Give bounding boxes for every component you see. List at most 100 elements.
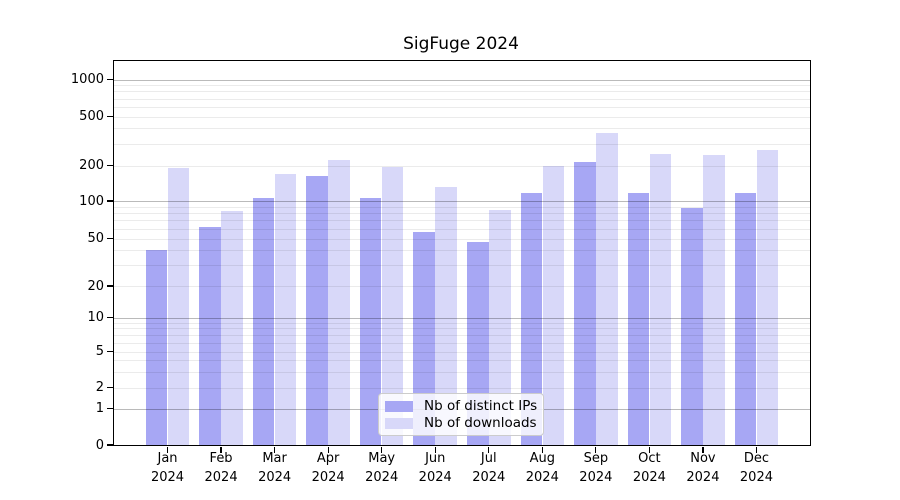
x-axis-tick	[434, 446, 436, 453]
x-axis-tick-label: Sep 2024	[579, 451, 613, 485]
bar-downloads-oct	[649, 153, 672, 445]
x-axis-tick	[702, 446, 704, 453]
gridline-minor	[114, 286, 810, 287]
legend: Nb of distinct IPs Nb of downloads	[378, 393, 544, 436]
gridline-minor	[114, 371, 810, 373]
x-axis-tick-label: Dec 2024	[739, 451, 773, 485]
gridline-minor	[114, 128, 810, 130]
legend-item-distinct-ips: Nb of distinct IPs	[385, 398, 537, 414]
bar-downloads-dec	[756, 150, 779, 445]
bar-downloads-may	[381, 167, 404, 445]
x-axis-tick-label: Apr 2024	[311, 451, 345, 485]
y-axis-tick	[106, 115, 113, 118]
gridline-minor	[114, 238, 810, 240]
gridline-minor	[114, 228, 810, 230]
y-axis-tick	[106, 350, 113, 353]
x-axis-tick	[274, 446, 276, 453]
gridline-major	[114, 79, 810, 81]
y-axis-tick-label: 100	[79, 193, 104, 209]
x-axis-tick-label: Jan 2024	[150, 451, 185, 485]
y-axis-tick	[106, 164, 113, 167]
x-axis-tick	[166, 446, 169, 453]
gridline-minor	[114, 322, 810, 324]
bar-distinct-ips-sep	[574, 162, 596, 445]
x-axis-tick-label: Feb 2024	[204, 451, 238, 485]
gridline-major	[114, 317, 810, 319]
y-axis-tick	[106, 444, 113, 446]
gridline-major	[114, 201, 810, 202]
bar-downloads-sep	[596, 132, 618, 445]
y-axis-tick	[106, 407, 113, 410]
gridline-minor	[114, 351, 810, 353]
bar-downloads-feb	[221, 211, 243, 445]
x-axis-tick-label: Nov 2024	[686, 451, 720, 485]
x-axis-tick	[327, 446, 329, 453]
x-axis-tick	[220, 446, 222, 453]
y-axis-tick-label: 5	[95, 344, 104, 359]
gridline-minor	[114, 264, 810, 266]
bar-distinct-ips-dec	[734, 192, 757, 445]
y-axis-tick-label: 500	[79, 109, 104, 124]
bar-distinct-ips-nov	[681, 207, 703, 445]
y-axis-tick-label: 2	[95, 380, 104, 395]
y-axis-tick-label: 20	[87, 278, 104, 294]
x-axis-tick-label: Mar 2024	[258, 451, 292, 485]
gridline-minor	[114, 106, 810, 108]
gridline-minor	[114, 220, 810, 222]
x-axis-tick-label: Oct 2024	[632, 451, 666, 485]
gridline-minor	[114, 360, 810, 362]
y-axis-tick	[106, 316, 113, 319]
x-axis-tick	[488, 446, 490, 453]
gridline-minor	[114, 98, 810, 100]
x-axis-tick	[541, 446, 543, 453]
x-axis-tick-label: Jun 2024	[418, 451, 452, 485]
bar-distinct-ips-mar	[252, 198, 275, 445]
bar-downloads-jul	[489, 210, 511, 445]
y-axis-tick-label: 10	[87, 310, 104, 325]
x-axis-tick-label: May 2024	[365, 451, 399, 485]
gridline-minor	[114, 387, 810, 389]
y-axis-tick	[106, 386, 113, 389]
legend-swatch-downloads	[385, 417, 413, 429]
bar-distinct-ips-may	[359, 197, 382, 445]
bar-distinct-ips-apr	[306, 176, 328, 445]
y-axis-tick	[106, 237, 113, 240]
gridline-minor	[114, 328, 810, 330]
gridline-minor	[114, 143, 810, 145]
bar-downloads-jun	[435, 186, 457, 445]
x-axis-tick-label: Aug 2024	[525, 451, 559, 485]
bar-downloads-nov	[703, 155, 725, 445]
x-axis-tick	[648, 446, 650, 453]
gridline-minor	[114, 206, 810, 208]
y-axis-tick	[106, 285, 113, 287]
gridline-minor	[114, 250, 810, 252]
gridline-minor	[114, 213, 810, 215]
gridline-minor	[114, 91, 810, 93]
x-axis-tick	[595, 446, 597, 453]
bar-distinct-ips-oct	[627, 192, 650, 445]
legend-label-distinct-ips: Nb of distinct IPs	[424, 398, 538, 414]
chart-title: SigFuge 2024	[403, 34, 519, 54]
y-axis-tick-label: 50	[87, 231, 104, 246]
y-axis-tick-label: 0	[95, 437, 104, 453]
y-axis-tick	[106, 200, 113, 202]
bar-distinct-ips-jun	[413, 232, 435, 445]
gridline-minor	[114, 165, 810, 167]
gridline-minor	[114, 85, 810, 87]
bar-downloads-apr	[328, 160, 350, 445]
gridline-minor	[114, 334, 810, 336]
x-axis-tick-label: Jul 2024	[472, 451, 506, 485]
x-axis-tick	[755, 446, 758, 453]
y-axis-tick	[106, 78, 113, 81]
bar-distinct-ips-aug	[520, 193, 543, 445]
y-axis-tick-label: 1	[95, 401, 104, 416]
bar-downloads-aug	[542, 165, 565, 445]
gridline-minor	[114, 342, 810, 344]
y-axis-tick-label: 1000	[70, 72, 104, 87]
legend-label-downloads: Nb of downloads	[424, 415, 537, 431]
gridline-minor	[114, 116, 810, 118]
x-axis-tick	[381, 446, 383, 453]
legend-swatch-distinct-ips	[385, 400, 413, 412]
bar-downloads-mar	[274, 173, 297, 445]
